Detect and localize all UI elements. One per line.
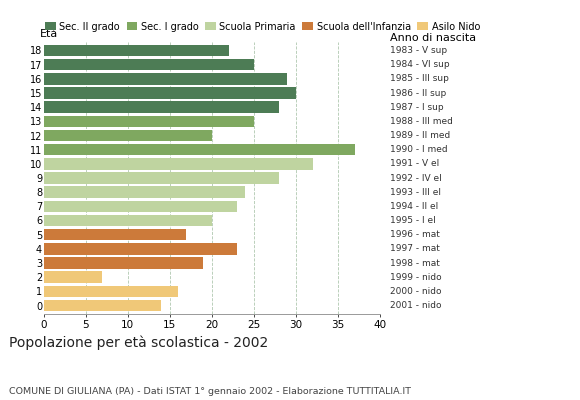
Text: 1989 - II med: 1989 - II med bbox=[390, 131, 450, 140]
Text: 1999 - nido: 1999 - nido bbox=[390, 273, 441, 282]
Bar bbox=[44, 271, 103, 283]
Bar bbox=[44, 229, 187, 240]
Legend: Sec. II grado, Sec. I grado, Scuola Primaria, Scuola dell'Infanzia, Asilo Nido: Sec. II grado, Sec. I grado, Scuola Prim… bbox=[45, 22, 480, 32]
Text: 1995 - I el: 1995 - I el bbox=[390, 216, 436, 225]
Bar bbox=[44, 215, 212, 226]
Text: COMUNE DI GIULIANA (PA) - Dati ISTAT 1° gennaio 2002 - Elaborazione TUTTITALIA.I: COMUNE DI GIULIANA (PA) - Dati ISTAT 1° … bbox=[9, 387, 411, 396]
Text: Popolazione per età scolastica - 2002: Popolazione per età scolastica - 2002 bbox=[9, 336, 268, 350]
Bar bbox=[44, 300, 161, 311]
Text: 1992 - IV el: 1992 - IV el bbox=[390, 174, 441, 182]
Bar bbox=[44, 243, 237, 255]
Bar bbox=[44, 73, 288, 85]
Text: 1993 - III el: 1993 - III el bbox=[390, 188, 441, 197]
Bar bbox=[44, 130, 212, 141]
Bar bbox=[44, 101, 279, 113]
Text: 2000 - nido: 2000 - nido bbox=[390, 287, 441, 296]
Bar bbox=[44, 45, 229, 56]
Bar bbox=[44, 257, 203, 269]
Text: Anno di nascita: Anno di nascita bbox=[390, 33, 476, 43]
Text: 1985 - III sup: 1985 - III sup bbox=[390, 74, 449, 83]
Bar bbox=[44, 158, 313, 170]
Bar bbox=[44, 200, 237, 212]
Text: 2001 - nido: 2001 - nido bbox=[390, 301, 441, 310]
Text: Età: Età bbox=[40, 29, 59, 39]
Bar bbox=[44, 286, 178, 297]
Text: 1988 - III med: 1988 - III med bbox=[390, 117, 452, 126]
Text: 1983 - V sup: 1983 - V sup bbox=[390, 46, 447, 55]
Text: 1991 - V el: 1991 - V el bbox=[390, 159, 439, 168]
Bar bbox=[44, 186, 245, 198]
Bar bbox=[44, 172, 279, 184]
Bar bbox=[44, 59, 254, 70]
Text: 1994 - II el: 1994 - II el bbox=[390, 202, 438, 211]
Text: 1987 - I sup: 1987 - I sup bbox=[390, 103, 443, 112]
Text: 1997 - mat: 1997 - mat bbox=[390, 244, 440, 253]
Text: 1984 - VI sup: 1984 - VI sup bbox=[390, 60, 450, 69]
Bar bbox=[44, 116, 254, 127]
Text: 1996 - mat: 1996 - mat bbox=[390, 230, 440, 239]
Text: 1986 - II sup: 1986 - II sup bbox=[390, 88, 446, 98]
Text: 1998 - mat: 1998 - mat bbox=[390, 258, 440, 268]
Bar bbox=[44, 144, 355, 156]
Text: 1990 - I med: 1990 - I med bbox=[390, 145, 447, 154]
Bar bbox=[44, 87, 296, 99]
